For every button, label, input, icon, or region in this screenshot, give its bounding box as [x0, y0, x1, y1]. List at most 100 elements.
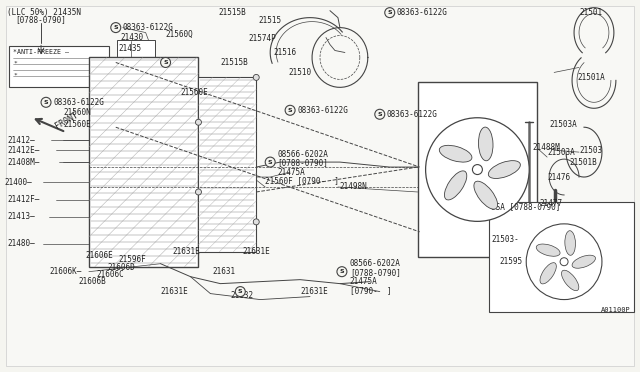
Text: 21498N: 21498N: [340, 183, 367, 192]
Text: [0788-0790]: [0788-0790]: [15, 15, 66, 24]
Ellipse shape: [111, 23, 121, 33]
Text: 21606E: 21606E: [86, 251, 114, 260]
Text: 21503A: 21503A: [547, 148, 575, 157]
Ellipse shape: [439, 145, 472, 162]
Ellipse shape: [526, 224, 602, 299]
Ellipse shape: [479, 127, 493, 161]
Text: 21510: 21510: [288, 68, 311, 77]
Text: 08363-6122G: 08363-6122G: [297, 106, 348, 115]
Text: A01100P: A01100P: [601, 307, 631, 312]
Text: S: S: [268, 160, 273, 164]
Text: 21560F [0790-  ]: 21560F [0790- ]: [265, 177, 339, 186]
Ellipse shape: [161, 58, 171, 67]
Text: 21595: 21595: [499, 257, 522, 266]
Bar: [9, 45, 109, 87]
Text: S: S: [163, 60, 168, 65]
Text: 21503: 21503: [579, 145, 602, 155]
Text: S: S: [288, 108, 292, 113]
Ellipse shape: [474, 181, 497, 209]
Text: *ANTI-FREEZE —: *ANTI-FREEZE —: [13, 48, 69, 55]
Ellipse shape: [472, 164, 483, 174]
Text: 21435: 21435: [119, 44, 142, 53]
Text: *: *: [13, 73, 17, 78]
Ellipse shape: [561, 270, 579, 291]
Text: 21515B: 21515B: [220, 58, 248, 67]
Ellipse shape: [385, 8, 395, 17]
Ellipse shape: [565, 231, 575, 255]
Ellipse shape: [540, 263, 556, 284]
Ellipse shape: [195, 189, 202, 195]
Text: 21430: 21430: [121, 33, 144, 42]
Text: 21560Q: 21560Q: [166, 30, 193, 39]
Text: 21503A: 21503A: [549, 120, 577, 129]
Ellipse shape: [253, 219, 259, 225]
Ellipse shape: [41, 97, 51, 107]
Text: 21501: 21501: [579, 8, 602, 17]
Text: [0790-  ]: [0790- ]: [350, 286, 392, 295]
Bar: [490, 202, 634, 311]
Text: 21413—: 21413—: [7, 212, 35, 221]
Text: S: S: [44, 100, 49, 105]
Text: 21606D: 21606D: [108, 263, 136, 272]
Bar: [89, 58, 198, 267]
Ellipse shape: [375, 109, 385, 119]
Text: 21476: 21476: [547, 173, 570, 182]
Text: 21516: 21516: [273, 48, 296, 57]
Text: 08363-6122G: 08363-6122G: [387, 110, 438, 119]
Ellipse shape: [426, 118, 529, 221]
Ellipse shape: [236, 286, 245, 296]
Text: S: S: [387, 10, 392, 15]
Text: 21412—: 21412—: [7, 136, 35, 145]
Text: 21631E: 21631E: [243, 247, 270, 256]
Text: 21475A: 21475A: [350, 277, 378, 286]
Ellipse shape: [536, 244, 560, 256]
Text: 21560E: 21560E: [63, 120, 91, 129]
Ellipse shape: [195, 119, 202, 125]
Text: S: S: [378, 112, 382, 117]
Text: USA [0788-0790]: USA [0788-0790]: [492, 202, 561, 211]
Text: 21606C: 21606C: [97, 270, 125, 279]
Text: 21631: 21631: [212, 267, 236, 276]
Ellipse shape: [265, 157, 275, 167]
Text: 21501B: 21501B: [569, 158, 597, 167]
Text: S: S: [113, 25, 118, 30]
Text: 08363-6122G: 08363-6122G: [123, 23, 173, 32]
Text: 21632: 21632: [230, 291, 253, 300]
Text: 08363-6122G: 08363-6122G: [397, 8, 447, 17]
Text: 21475A: 21475A: [277, 167, 305, 177]
Ellipse shape: [285, 105, 295, 115]
Text: 21412E—: 21412E—: [7, 145, 40, 155]
Ellipse shape: [572, 255, 595, 268]
Bar: [116, 39, 155, 58]
Text: 21488M: 21488M: [532, 142, 560, 152]
Text: 21560N: 21560N: [63, 108, 91, 117]
Text: 21606B: 21606B: [79, 277, 107, 286]
Text: (LLC 50%) 21435N: (LLC 50%) 21435N: [7, 8, 81, 17]
Text: S: S: [238, 289, 243, 294]
Text: 21631E: 21631E: [300, 287, 328, 296]
Text: [0788-0790]: [0788-0790]: [277, 158, 328, 167]
Text: S: S: [340, 269, 344, 274]
Text: 08363-6122G: 08363-6122G: [53, 98, 104, 107]
Text: 21631E: 21631E: [173, 247, 200, 256]
Text: 21400—: 21400—: [4, 177, 32, 186]
Ellipse shape: [253, 74, 259, 80]
Text: 21515: 21515: [258, 16, 282, 25]
Text: 21574P: 21574P: [248, 34, 276, 43]
Text: 21501A: 21501A: [577, 73, 605, 82]
Text: 21515B: 21515B: [218, 8, 246, 17]
Bar: [418, 82, 537, 257]
Text: 21596F: 21596F: [119, 255, 147, 264]
Text: *: *: [13, 61, 17, 66]
Ellipse shape: [444, 171, 467, 200]
Text: 08566-6202A: 08566-6202A: [350, 259, 401, 268]
Ellipse shape: [560, 258, 568, 266]
Ellipse shape: [488, 161, 520, 179]
Text: 21408M—: 21408M—: [7, 158, 40, 167]
Text: 21480—: 21480—: [7, 239, 35, 248]
Text: 21477: 21477: [539, 199, 563, 208]
Text: 21412F—: 21412F—: [7, 195, 40, 205]
Text: 08566-6202A: 08566-6202A: [277, 150, 328, 158]
Text: FRONT: FRONT: [53, 110, 79, 131]
Ellipse shape: [337, 267, 347, 277]
